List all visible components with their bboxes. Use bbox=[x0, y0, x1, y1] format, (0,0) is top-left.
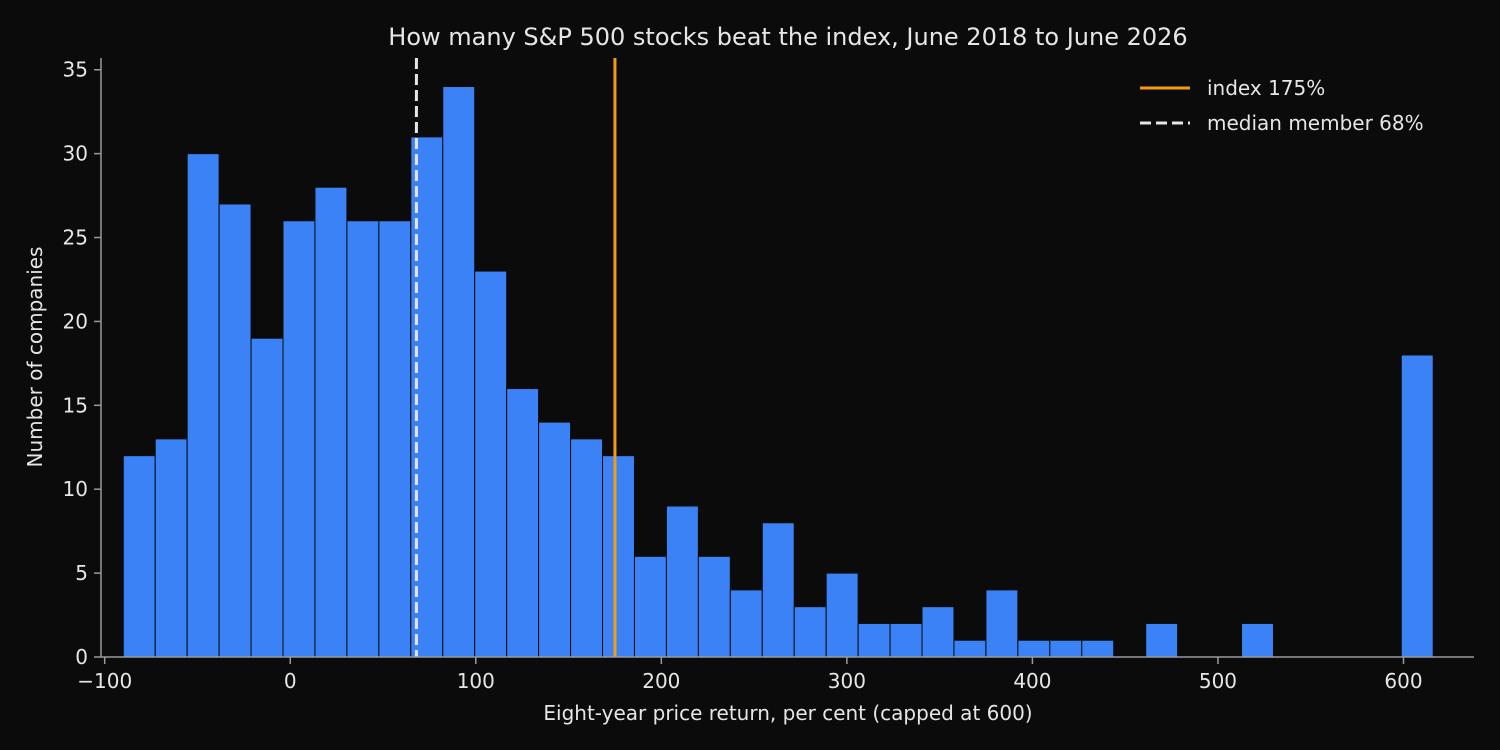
x-tick-label: 100 bbox=[457, 669, 495, 693]
histogram-bar bbox=[1145, 622, 1179, 658]
histogram-bar bbox=[665, 505, 699, 658]
x-tick-label: 400 bbox=[1013, 669, 1051, 693]
x-tick-label: 200 bbox=[642, 669, 680, 693]
x-tick-label: 300 bbox=[828, 669, 866, 693]
histogram-bar bbox=[602, 455, 635, 658]
histogram-bar bbox=[761, 522, 795, 658]
y-axis-label: Number of companies bbox=[23, 247, 47, 468]
y-tick-label: 25 bbox=[63, 226, 88, 250]
histogram-bar bbox=[506, 388, 540, 658]
reference-lines bbox=[414, 58, 617, 657]
histogram-bar bbox=[1049, 639, 1083, 658]
histogram-bar bbox=[697, 555, 731, 658]
histogram-bar bbox=[1017, 639, 1051, 658]
legend-label: index 175% bbox=[1207, 76, 1325, 100]
legend: index 175% median member 68% bbox=[1140, 76, 1424, 135]
histogram-bar bbox=[729, 589, 763, 658]
y-tick-label: 0 bbox=[75, 645, 88, 669]
histogram-bar bbox=[1400, 354, 1434, 658]
bars-group bbox=[122, 86, 1434, 658]
histogram-bar bbox=[474, 270, 508, 658]
x-axis-label: Eight-year price return, per cent (cappe… bbox=[543, 701, 1032, 725]
y-tick-label: 30 bbox=[63, 142, 88, 166]
histogram-bar bbox=[538, 421, 572, 658]
histogram-bar bbox=[346, 220, 380, 658]
histogram-bar bbox=[250, 337, 284, 658]
histogram-bar bbox=[442, 86, 476, 658]
y-tick-label: 15 bbox=[63, 393, 88, 417]
x-tick-label: −100 bbox=[77, 669, 132, 693]
x-tick-label: 0 bbox=[284, 669, 297, 693]
histogram-bar bbox=[186, 153, 220, 658]
y-axis-ticks: 0 5 10 15 20 25 30 35 bbox=[63, 58, 101, 669]
histogram-bar bbox=[921, 606, 955, 658]
histogram-bar bbox=[282, 220, 316, 658]
x-tick-label: 500 bbox=[1199, 669, 1237, 693]
histogram-bar bbox=[570, 438, 604, 658]
axes bbox=[100, 58, 1474, 658]
histogram-bar bbox=[122, 455, 156, 658]
histogram-bar bbox=[1081, 639, 1115, 658]
y-tick-label: 10 bbox=[63, 477, 88, 501]
histogram-bar bbox=[825, 572, 859, 658]
histogram-bar bbox=[953, 639, 987, 658]
y-tick-label: 20 bbox=[63, 309, 88, 333]
x-tick-label: 600 bbox=[1384, 669, 1422, 693]
histogram-bar bbox=[378, 220, 412, 658]
legend-label: median member 68% bbox=[1207, 111, 1424, 135]
y-tick-label: 5 bbox=[75, 561, 88, 585]
histogram-bar bbox=[218, 203, 252, 658]
histogram-bar bbox=[633, 555, 667, 658]
histogram-bar bbox=[154, 438, 188, 658]
histogram-bar bbox=[985, 589, 1019, 658]
histogram-bar bbox=[793, 606, 827, 658]
y-tick-label: 35 bbox=[63, 58, 88, 82]
x-axis-ticks: −100 0 100 200 300 400 500 600 bbox=[77, 657, 1423, 693]
chart-title: How many S&P 500 stocks beat the index, … bbox=[388, 23, 1187, 51]
histogram-bar bbox=[1241, 622, 1274, 658]
histogram-bar bbox=[889, 622, 923, 658]
histogram-bar bbox=[857, 622, 891, 658]
histogram-bar bbox=[314, 186, 348, 658]
